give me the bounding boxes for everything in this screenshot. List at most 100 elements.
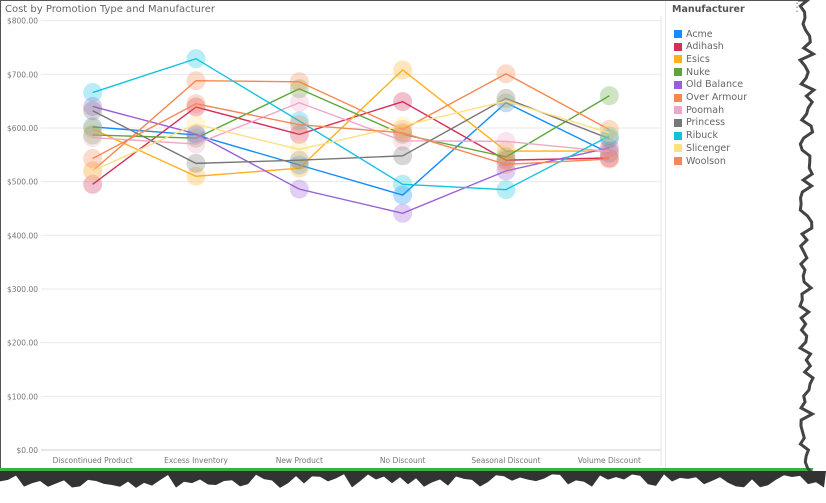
- legend-swatch: [674, 68, 682, 77]
- series-line: [92, 57, 610, 191]
- series-woolson: [83, 94, 619, 174]
- data-point: [599, 149, 619, 169]
- series-line: [92, 69, 610, 177]
- data-point: [83, 128, 103, 148]
- data-point: [186, 124, 206, 144]
- legend-swatch: [674, 144, 682, 153]
- data-point: [289, 72, 309, 92]
- legend-item[interactable]: Woolson: [674, 155, 726, 167]
- legend-label: Princess: [686, 117, 726, 129]
- y-tick-label: $400.00: [7, 231, 38, 240]
- data-point: [393, 174, 413, 194]
- legend-item[interactable]: Nuke: [674, 66, 710, 78]
- legend-label: Old Balance: [686, 79, 744, 91]
- data-point: [599, 138, 619, 158]
- data-point: [496, 131, 516, 151]
- series-line: [92, 100, 610, 172]
- legend-item[interactable]: Esics: [674, 53, 710, 65]
- y-tick-label: $100.00: [7, 392, 38, 401]
- legend-swatch: [674, 131, 682, 140]
- data-point: [289, 115, 309, 135]
- legend-item[interactable]: Adihash: [674, 41, 724, 53]
- legend-label: Woolson: [686, 155, 726, 167]
- data-point: [83, 125, 103, 145]
- data-point: [496, 147, 516, 167]
- data-point: [186, 97, 206, 117]
- legend-swatch: [674, 42, 682, 51]
- x-tick-label: Discontinued Product: [53, 456, 133, 465]
- data-point: [289, 158, 309, 178]
- bottom-accent-bar: [0, 468, 826, 471]
- line-chart: $0.00 $100.00 $200.00 $300.00 $400.00 $500.00…: [7, 16, 662, 466]
- y-tick-label: $300.00: [7, 285, 38, 294]
- data-point: [599, 148, 619, 168]
- series-princess: [83, 88, 619, 173]
- data-point: [599, 120, 619, 140]
- legend-label: Over Armour: [686, 92, 748, 103]
- data-point: [186, 94, 206, 114]
- data-point: [393, 123, 413, 143]
- legend-label: Ribuck: [686, 130, 719, 142]
- series-line: [92, 103, 610, 166]
- data-point: [496, 154, 516, 174]
- series-line: [92, 101, 610, 196]
- series-adihash: [83, 92, 619, 194]
- legend-item[interactable]: Poomah: [674, 104, 724, 116]
- legend-swatch: [674, 55, 682, 64]
- legend-swatch: [674, 106, 682, 115]
- series-ribuck: [83, 49, 619, 200]
- data-point: [186, 166, 206, 186]
- legend-item[interactable]: Old Balance: [674, 79, 743, 91]
- legend-swatch: [674, 93, 682, 102]
- data-point: [496, 93, 516, 113]
- data-point: [496, 91, 516, 111]
- data-point: [599, 129, 619, 149]
- data-point: [289, 124, 309, 144]
- data-point: [83, 161, 103, 181]
- series-line: [92, 87, 610, 158]
- y-tick-label: $0.00: [17, 446, 39, 455]
- data-point: [83, 174, 103, 194]
- data-point: [289, 93, 309, 113]
- data-point: [393, 131, 413, 151]
- legend: Manufacturer · · · Acme Adihash Esics Nuke Old…: [665, 0, 802, 471]
- data-point: [393, 116, 413, 136]
- y-tick-label: $700.00: [7, 70, 38, 79]
- more-vertical-icon[interactable]: · · ·: [795, 0, 799, 18]
- legend-title: Manufacturer: [672, 4, 745, 15]
- y-tick-label: $800.00: [7, 17, 38, 26]
- data-point: [599, 86, 619, 106]
- legend-item[interactable]: Ribuck: [674, 130, 718, 142]
- x-tick-label: Seasonal Discount: [471, 456, 540, 465]
- y-tick-label: $600.00: [7, 124, 38, 133]
- x-tick-label: New Product: [276, 456, 323, 465]
- data-point: [599, 142, 619, 162]
- data-point: [83, 119, 103, 139]
- data-point: [393, 92, 413, 112]
- data-point: [83, 149, 103, 169]
- data-point: [186, 71, 206, 91]
- data-point: [393, 60, 413, 80]
- legend-swatch: [674, 118, 682, 127]
- data-point: [186, 125, 206, 145]
- legend-item[interactable]: Slicenger: [674, 142, 730, 154]
- series-over-armour: [83, 64, 619, 181]
- data-point: [496, 180, 516, 200]
- data-point: [393, 203, 413, 223]
- series-line: [92, 100, 610, 185]
- legend-item[interactable]: Princess: [674, 117, 725, 129]
- legend-item[interactable]: Acme: [674, 28, 713, 40]
- y-tick-label: $500.00: [7, 178, 38, 187]
- data-point: [496, 161, 516, 181]
- legend-swatch: [674, 30, 682, 38]
- x-tick-label: Excess Inventory: [164, 456, 228, 465]
- series-line: [92, 72, 610, 172]
- data-point: [186, 49, 206, 69]
- legend-item[interactable]: Over Armour: [674, 92, 747, 104]
- series-line: [92, 101, 610, 153]
- series-slicenger: [83, 91, 619, 181]
- series-line: [92, 105, 610, 215]
- legend-label: Nuke: [686, 66, 711, 78]
- data-point: [599, 123, 619, 143]
